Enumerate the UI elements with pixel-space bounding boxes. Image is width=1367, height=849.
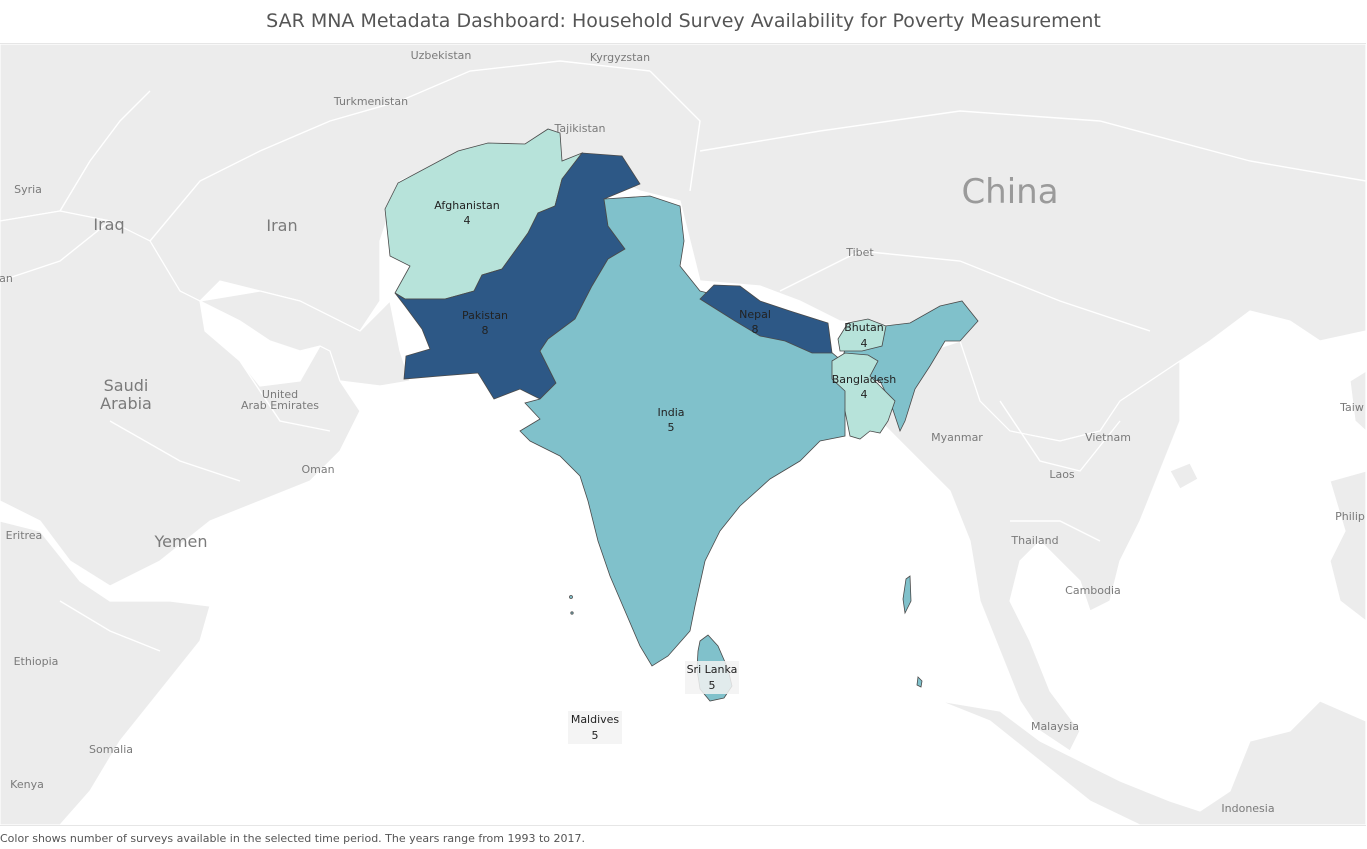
label-kyrgyzstan: Kyrgyzstan bbox=[590, 51, 650, 64]
label-vietnam: Vietnam bbox=[1085, 431, 1131, 444]
label-turkmenistan: Turkmenistan bbox=[333, 95, 408, 108]
srilanka-value: 5 bbox=[709, 679, 716, 692]
label-syria: Syria bbox=[14, 183, 42, 196]
label-ethiopia: Ethiopia bbox=[14, 655, 59, 668]
label-iraq: Iraq bbox=[93, 215, 124, 234]
label-somalia: Somalia bbox=[89, 743, 133, 756]
label-uae-2: Arab Emirates bbox=[241, 399, 319, 412]
label-saudi-1: Saudi bbox=[104, 376, 149, 395]
dashboard-title: SAR MNA Metadata Dashboard: Household Su… bbox=[266, 10, 1101, 32]
bangladesh-value: 4 bbox=[861, 388, 868, 401]
maldives-label-bg bbox=[568, 711, 622, 744]
label-myanmar: Myanmar bbox=[931, 431, 983, 444]
land-north bbox=[0, 44, 1366, 442]
bhutan-value: 4 bbox=[861, 337, 868, 350]
color-legend-note: Color shows number of surveys available … bbox=[0, 832, 585, 845]
maldives-atoll[interactable] bbox=[569, 595, 573, 599]
nepal-name: Nepal bbox=[739, 308, 771, 321]
label-malaysia: Malaysia bbox=[1031, 720, 1079, 733]
map-canvas[interactable]: Uzbekistan Kyrgyzstan Turkmenistan Tajik… bbox=[0, 44, 1366, 825]
label-philippines: Philip bbox=[1335, 510, 1365, 523]
label-indonesia: Indonesia bbox=[1221, 802, 1274, 815]
maldives-name: Maldives bbox=[571, 713, 620, 726]
label-uzbekistan: Uzbekistan bbox=[411, 49, 472, 62]
land-philippines bbox=[1329, 470, 1366, 622]
pakistan-value: 8 bbox=[482, 324, 489, 337]
afghanistan-name: Afghanistan bbox=[434, 199, 500, 212]
afghanistan-value: 4 bbox=[464, 214, 471, 227]
maldives-value: 5 bbox=[592, 729, 599, 742]
maldives-atoll[interactable] bbox=[570, 611, 574, 615]
land-iran bbox=[198, 290, 411, 387]
label-kenya: Kenya bbox=[10, 778, 44, 791]
india-name: India bbox=[658, 406, 685, 419]
andaman-islands bbox=[902, 575, 912, 615]
country-bhutan[interactable] bbox=[837, 318, 887, 352]
land-hainan bbox=[1169, 462, 1199, 490]
label-saudi-2: Arabia bbox=[100, 394, 152, 413]
country-bangladesh[interactable] bbox=[831, 352, 896, 440]
country-labels: Afghanistan 4 Pakistan 8 India 5 Nepal 8… bbox=[434, 199, 896, 742]
label-partial-left: an bbox=[0, 272, 13, 285]
india-value: 5 bbox=[668, 421, 675, 434]
pakistan-name: Pakistan bbox=[462, 309, 508, 322]
basemap-borders bbox=[0, 60, 1366, 652]
nicobar-island bbox=[916, 676, 923, 688]
label-laos: Laos bbox=[1049, 468, 1075, 481]
label-yemen: Yemen bbox=[153, 532, 207, 551]
country-nepal[interactable] bbox=[699, 284, 833, 354]
label-thailand: Thailand bbox=[1010, 534, 1058, 547]
land-africa bbox=[0, 520, 211, 825]
label-oman: Oman bbox=[301, 463, 334, 476]
bangladesh-name: Bangladesh bbox=[832, 373, 897, 386]
bhutan-name: Bhutan bbox=[844, 321, 884, 334]
label-cambodia: Cambodia bbox=[1065, 584, 1121, 597]
label-tibet: Tibet bbox=[845, 246, 874, 259]
basemap-labels: Uzbekistan Kyrgyzstan Turkmenistan Tajik… bbox=[0, 49, 1365, 815]
land-indonesia bbox=[939, 700, 1366, 825]
label-uae-1: United bbox=[262, 388, 298, 401]
label-iran: Iran bbox=[266, 216, 297, 235]
label-eritrea: Eritrea bbox=[6, 529, 43, 542]
nepal-value: 8 bbox=[752, 323, 759, 336]
land-sea-mainland bbox=[879, 340, 1181, 752]
basemap-land bbox=[0, 44, 1366, 825]
land-taiwan bbox=[1349, 370, 1366, 432]
label-tajikistan: Tajikistan bbox=[554, 122, 606, 135]
label-taiwan: Taiw bbox=[1339, 401, 1364, 414]
map-view[interactable]: Uzbekistan Kyrgyzstan Turkmenistan Tajik… bbox=[0, 43, 1366, 826]
label-china: China bbox=[961, 172, 1058, 212]
srilanka-name: Sri Lanka bbox=[687, 663, 738, 676]
srilanka-label-bg bbox=[685, 661, 739, 694]
